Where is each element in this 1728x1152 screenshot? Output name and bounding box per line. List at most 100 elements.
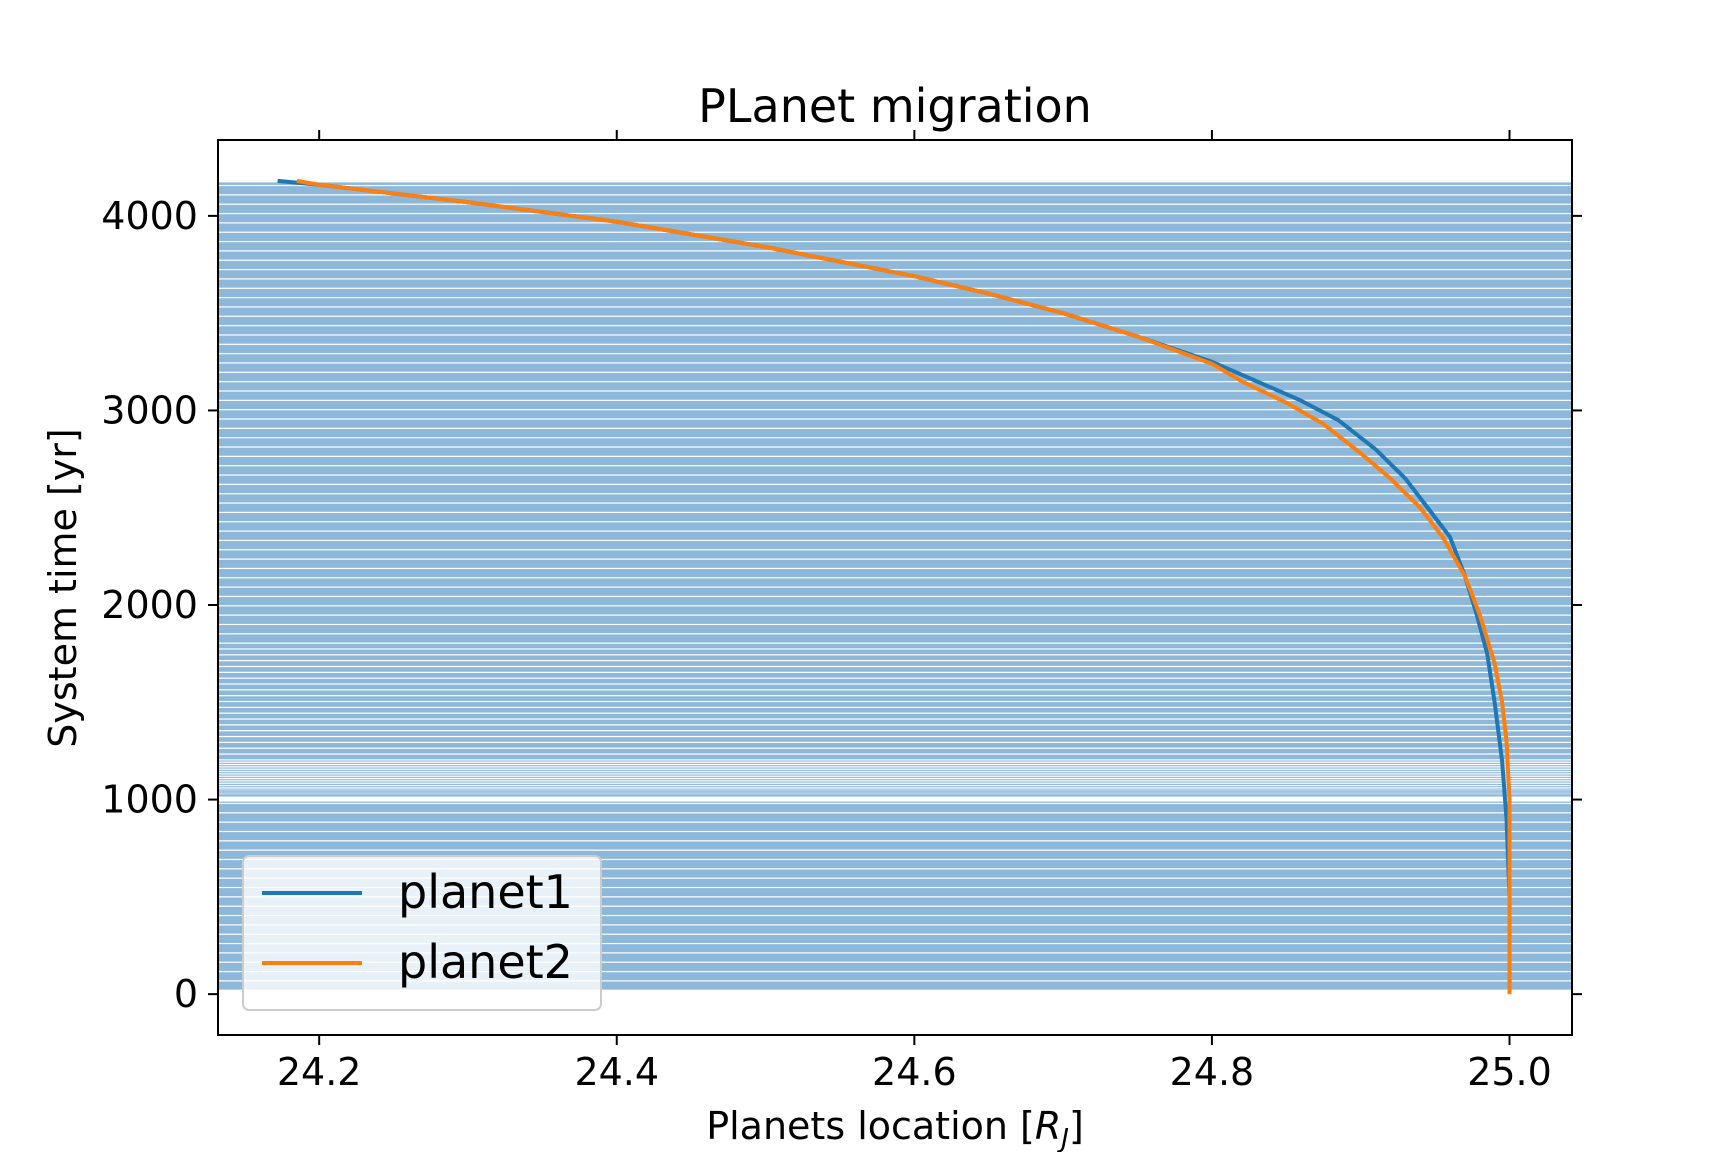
axis-ticks: 24.2 24.4 24.6 24.8 25.0 0 1000 2000 3000 4000	[101, 130, 1582, 1094]
band-strip	[218, 737, 1572, 742]
band-strip	[218, 251, 1572, 260]
series-lines	[277, 178, 1512, 995]
x-axis-label-close: ]	[1069, 1104, 1084, 1148]
band-strip	[218, 410, 1572, 419]
x-axis-label-main: Planets location [	[706, 1104, 1035, 1148]
band-strip	[218, 503, 1572, 512]
band-strip	[218, 186, 1572, 195]
band-strip	[218, 634, 1572, 643]
band-strip	[218, 769, 1572, 771]
x-tick-label: 24.8	[1170, 1050, 1255, 1094]
band-strip	[218, 298, 1572, 307]
band-strip	[218, 513, 1572, 522]
band-strip	[218, 214, 1572, 223]
band-strip	[218, 661, 1572, 666]
band-strip	[218, 223, 1572, 232]
band-strip	[218, 781, 1572, 783]
y-tick-label: 3000	[101, 388, 198, 432]
band-strip	[218, 906, 1572, 915]
band-strip	[218, 804, 1572, 813]
y-tick-label: 1000	[101, 778, 198, 822]
band-strip	[218, 597, 1572, 606]
band-strip	[218, 569, 1572, 578]
band-strip	[218, 696, 1572, 701]
band-strip	[218, 962, 1572, 971]
band-strip	[218, 783, 1572, 785]
band-strip	[218, 791, 1572, 793]
band-strip	[218, 754, 1572, 760]
band-strip	[218, 719, 1572, 725]
band-strip	[218, 587, 1572, 596]
band-strip	[218, 578, 1572, 587]
band-strip	[218, 260, 1572, 269]
band-strip	[218, 354, 1572, 363]
band-strip	[218, 925, 1572, 934]
band-strip	[218, 307, 1572, 316]
band-strip	[218, 559, 1572, 568]
band-strip	[218, 765, 1572, 767]
band-strip	[218, 288, 1572, 297]
band-strip	[218, 860, 1572, 869]
band-strip	[218, 195, 1572, 204]
band-strip	[218, 242, 1572, 251]
band-strip	[218, 541, 1572, 550]
band-strip	[218, 522, 1572, 531]
band-strip	[218, 953, 1572, 962]
band-strip	[218, 655, 1572, 661]
band-strip	[218, 615, 1572, 624]
band-strip	[218, 400, 1572, 410]
band-strip	[218, 447, 1572, 456]
series-line-planet2	[296, 178, 1512, 995]
band-strip	[218, 788, 1572, 790]
band-strip	[218, 438, 1572, 447]
band-strip	[218, 326, 1572, 335]
band-strip	[218, 793, 1572, 794]
chart-title: PLanet migration	[698, 79, 1092, 133]
band-strip	[218, 484, 1572, 494]
band-strip	[218, 344, 1572, 354]
legend: planet1 planet2	[242, 855, 602, 1011]
band-strip	[218, 822, 1572, 831]
band-strip	[218, 869, 1572, 878]
band-strip	[218, 878, 1572, 887]
band-strip	[218, 382, 1572, 391]
band-strip	[218, 981, 1572, 990]
band-gap	[218, 796, 1572, 802]
band-strip	[218, 793, 1572, 795]
band-strip	[218, 776, 1572, 778]
band-strip	[218, 550, 1572, 559]
band-strip	[218, 428, 1572, 438]
band-strip	[218, 335, 1572, 344]
band-strip	[218, 748, 1572, 754]
band-strip	[218, 531, 1572, 540]
legend-label-planet2: planet2	[398, 935, 573, 989]
band-strip	[218, 684, 1572, 690]
band-strip	[218, 702, 1572, 707]
x-tick-label: 24.6	[872, 1050, 957, 1094]
band-strip	[218, 606, 1572, 615]
band-strip	[218, 790, 1572, 792]
x-axis-label-symbol: R	[1035, 1104, 1061, 1148]
band-strip	[218, 678, 1572, 684]
band-strip	[218, 707, 1572, 713]
x-tick-label: 24.4	[574, 1050, 659, 1094]
band-strip	[218, 667, 1572, 672]
band-strip	[218, 391, 1572, 400]
y-tick-label: 4000	[101, 194, 198, 238]
band-strip	[218, 792, 1572, 793]
band-strip	[218, 204, 1572, 213]
band-strip	[218, 790, 1572, 791]
x-axis-label: Planets location [RJ]	[706, 1104, 1084, 1152]
band-strip	[218, 456, 1572, 466]
plot-frame	[217, 139, 1573, 1036]
band-strip	[218, 643, 1572, 649]
band-strip	[218, 731, 1572, 736]
band-strip	[218, 713, 1572, 719]
y-axis-label: System time [yr]	[41, 428, 85, 747]
band-strip	[218, 182, 1572, 185]
band-strip	[218, 279, 1572, 288]
band-strip	[218, 419, 1572, 428]
band-strip	[218, 363, 1572, 372]
band-strip	[218, 888, 1572, 897]
data-band	[218, 182, 1572, 990]
